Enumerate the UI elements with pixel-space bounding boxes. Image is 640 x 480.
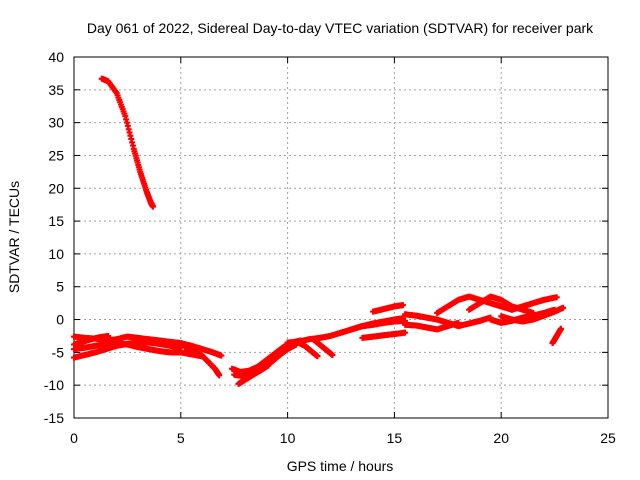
data-point (105, 332, 112, 339)
y-tick-label: 40 (48, 49, 64, 65)
axis-ticks: 0 5 10 15 20 25 -15 -10 -5 0 5 10 15 20 25 30 35 40 (44, 49, 616, 446)
y-tick-label: 10 (48, 246, 64, 262)
y-tick-label: 15 (48, 213, 64, 229)
plot-frame (73, 56, 609, 419)
y-tick-label: 20 (48, 180, 64, 196)
x-axis-label: GPS time / hours (287, 458, 394, 474)
series-arc-o (402, 311, 494, 330)
data-point (265, 362, 272, 369)
grid-lines (74, 57, 608, 418)
series-arc-n (370, 302, 406, 315)
data-point (455, 319, 462, 326)
x-tick-label: 20 (493, 430, 509, 446)
y-tick-label: -5 (52, 344, 65, 360)
data-point (399, 302, 406, 309)
series-arc-j (295, 339, 321, 360)
x-tick-label: 10 (280, 430, 296, 446)
series-arc-k (310, 336, 336, 358)
series-arc-c (71, 339, 184, 361)
series-arc-l (359, 329, 409, 341)
series-arc-m (348, 315, 406, 333)
data-point (218, 352, 225, 359)
series-early-arc (98, 75, 157, 210)
series-arc-h (231, 362, 272, 379)
data-points (71, 75, 567, 387)
chart-title: Day 061 of 2022, Sidereal Day-to-day VTE… (87, 20, 594, 36)
data-point (560, 304, 567, 311)
series-arc-p (402, 319, 462, 333)
x-tick-label: 5 (177, 430, 185, 446)
y-tick-label: 30 (48, 115, 64, 131)
y-tick-label: -10 (44, 377, 64, 393)
y-tick-label: 5 (56, 279, 64, 295)
data-point (216, 372, 223, 379)
x-tick-label: 0 (70, 430, 78, 446)
data-point (314, 353, 321, 360)
x-tick-label: 15 (387, 430, 403, 446)
series-arc-d (71, 332, 112, 348)
y-axis-label: SDTVAR / TECUs (6, 181, 22, 293)
y-tick-label: 25 (48, 147, 64, 163)
data-point (150, 203, 157, 210)
y-tick-label: -15 (44, 410, 64, 426)
data-point (399, 315, 406, 322)
x-tick-label: 25 (600, 430, 616, 446)
series-arc-u (498, 304, 567, 325)
data-point (329, 351, 336, 358)
data-point (402, 329, 409, 336)
data-point (553, 294, 560, 301)
data-point (558, 325, 565, 332)
series-arc-r (466, 293, 537, 316)
series-arc-e (182, 344, 223, 379)
series-arc-v (549, 325, 565, 347)
y-tick-label: 0 (56, 312, 64, 328)
y-tick-label: 35 (48, 82, 64, 98)
series-arc-t (508, 294, 560, 313)
